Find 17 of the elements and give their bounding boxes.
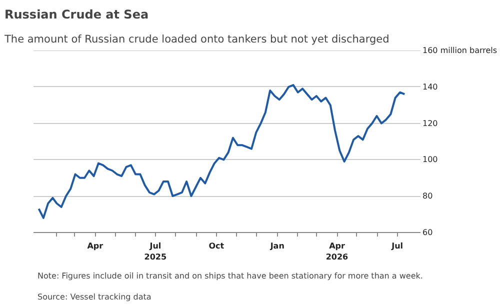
x-tick-label: Jan: [269, 242, 285, 250]
y-tick-label: 60: [422, 228, 433, 237]
y-tick-label: 160 million barrels: [422, 46, 498, 55]
y-tick-label: 120: [422, 118, 438, 128]
x-tick-label: Apr: [87, 242, 104, 250]
y-tick-label: 140: [422, 82, 438, 92]
x-tick-label: Oct: [208, 242, 224, 250]
x-tick-label: Jul: [390, 242, 404, 250]
y-tick-label: 100: [422, 155, 438, 164]
text: Note: Figures include oil in transit and on ships that have been stationary for more than a week.: [38, 272, 423, 280]
line-series: [38, 84, 406, 219]
x-tick-label: Jul 2025: [144, 242, 167, 262]
x-tick-label: Apr 2026: [326, 242, 349, 262]
y-tick-label: 80: [422, 192, 433, 201]
chart-subtitle: The amount of Russian crude loaded onto tankers but not yet discharged: [4, 34, 390, 46]
source-note: Source: Vessel tracking data: [38, 292, 152, 302]
chart-title: Russian Crude at Sea: [4, 8, 149, 22]
